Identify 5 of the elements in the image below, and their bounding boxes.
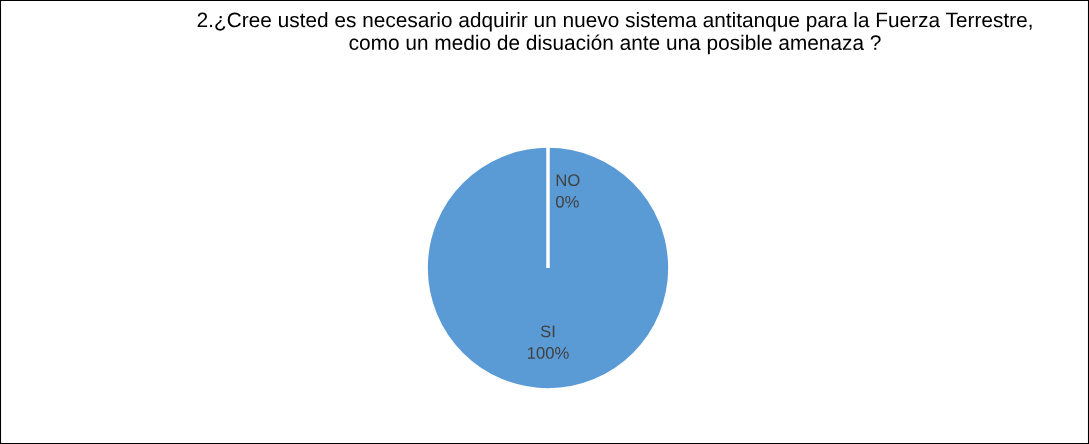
chart-title: 2.¿Cree usted es necesario adquirir un nuevo sistema antitanque para la Fuerza Terrestre, como un medio de disuación ante una posible amenaza ?	[197, 12, 1032, 55]
data-label: 100%	[527, 347, 569, 359]
category-label: NO	[556, 174, 580, 187]
text: 0%	[555, 195, 579, 208]
slice-label: SI	[540, 325, 555, 338]
